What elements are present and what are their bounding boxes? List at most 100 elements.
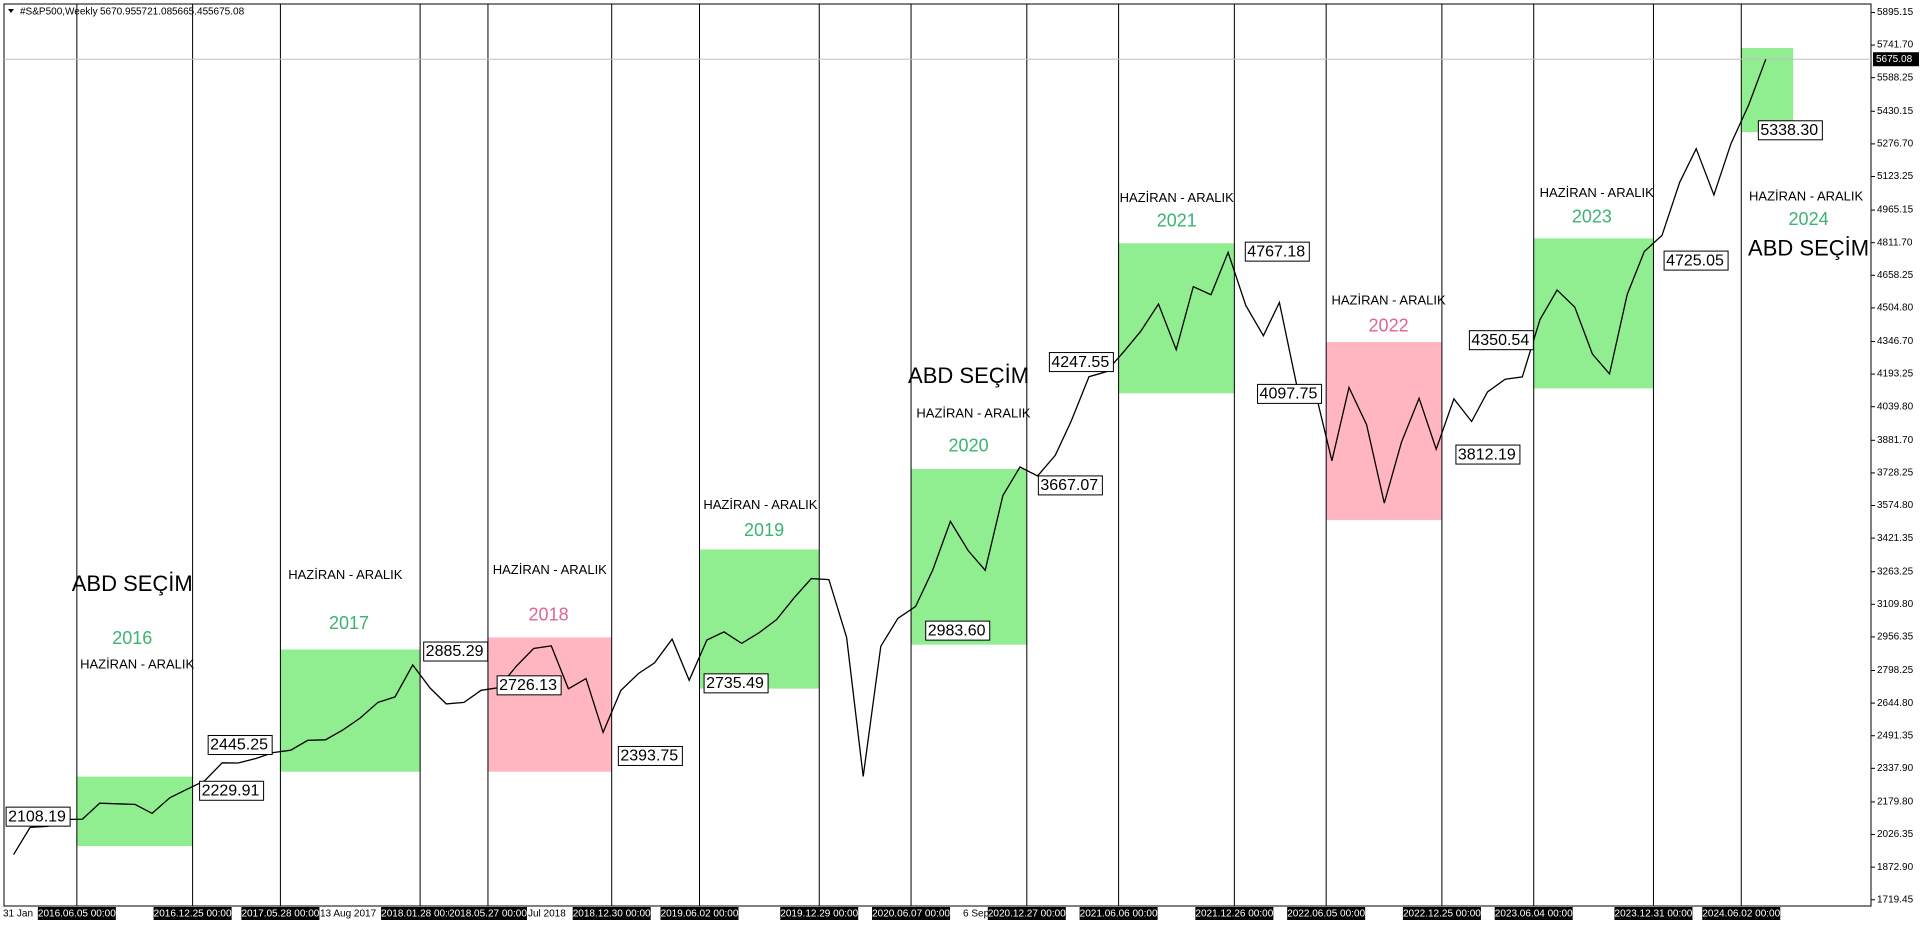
price-label: 2229.91 (202, 782, 260, 799)
current-price-label: 5675.08 (1876, 54, 1913, 65)
period-box (280, 649, 421, 772)
price-label-box (1757, 120, 1823, 141)
x-tick-label: 13 Aug 2017 (320, 909, 377, 920)
price-label: 4097.75 (1260, 386, 1318, 403)
y-tick-label: 5276.70 (1877, 139, 1914, 150)
price-label-box (1257, 383, 1323, 404)
y-tick-label: 4658.25 (1877, 270, 1914, 281)
separator-label-bg (987, 907, 1066, 920)
price-label-box (1468, 330, 1534, 351)
separator-label: 2022.06.05 00:00 (1287, 909, 1365, 920)
y-tick-label: 2644.80 (1877, 698, 1914, 709)
price-label-box (207, 735, 273, 756)
collapse-icon[interactable] (8, 9, 14, 13)
symbol: #S&P500,Weekly (20, 7, 98, 18)
price-label-box (1663, 250, 1729, 271)
separator-label-bg (1614, 907, 1693, 920)
y-tick-label: 3728.25 (1877, 468, 1914, 479)
period-label: HAZİRAN - ARALIK (916, 405, 1030, 420)
price-label-box (925, 620, 991, 641)
separator-label-bg (1402, 907, 1481, 920)
y-tick-label: 3421.35 (1877, 533, 1914, 544)
year-label: 2022 (1369, 316, 1409, 336)
y-tick-label: 5123.25 (1877, 171, 1914, 182)
y-tick-label: 4193.25 (1877, 369, 1914, 380)
price-label: 2983.60 (928, 622, 986, 639)
separator-label: 2020.06.07 00:00 (872, 909, 950, 920)
separator-label-bg (660, 907, 739, 920)
separator-label: 2024.06.02 00:00 (1702, 909, 1780, 920)
separator-label-bg (1287, 907, 1366, 920)
y-tick-label: 2956.35 (1877, 632, 1914, 643)
separator-label: 2017.05.28 00:00 (241, 909, 319, 920)
price-label-box (1244, 241, 1310, 262)
separator-label-bg (37, 907, 116, 920)
current-price-bg (1873, 52, 1919, 67)
price-label-box (1048, 352, 1114, 373)
y-tick-label: 4346.70 (1877, 336, 1914, 347)
period-label: HAZİRAN - ARALIK (288, 567, 402, 582)
price-label: 2726.13 (499, 677, 557, 694)
price-label: 2735.49 (706, 675, 764, 692)
separator-label: 2018.12.30 00:00 (573, 909, 651, 920)
y-tick-label: 4811.70 (1877, 237, 1913, 248)
period-box (911, 468, 1027, 645)
period-label: HAZİRAN - ARALIK (493, 562, 607, 577)
election-label: ABD SEÇİM (72, 571, 193, 596)
separator-label: 2016.12.25 00:00 (154, 909, 232, 920)
period-label: HAZİRAN - ARALIK (1540, 185, 1654, 200)
separator-label-bg (1195, 907, 1274, 920)
separator-label-bg (381, 907, 460, 920)
y-tick-label: 2026.35 (1877, 829, 1914, 840)
period-label: HAZİRAN - ARALIK (80, 656, 194, 671)
separator-label-bg (241, 907, 320, 920)
ohlc-low: 5665.45 (172, 7, 209, 18)
period-label: HAZİRAN - ARALIK (703, 497, 817, 512)
separator-label-bg (1494, 907, 1573, 920)
x-tick-label: 6 Sep (963, 909, 990, 920)
ohlc-high: 5721.08 (136, 7, 173, 18)
separator-label: 2022.12.25 00:00 (1403, 909, 1481, 920)
separator-label: 2018.01.28 00:00 (381, 909, 459, 920)
price-label: 2445.25 (210, 737, 268, 754)
price-label-box (617, 745, 683, 766)
year-label: 2018 (529, 605, 569, 625)
price-label: 4247.55 (1051, 354, 1109, 371)
y-tick-label: 2798.25 (1877, 665, 1914, 676)
separator-label: 2023.06.04 00:00 (1495, 909, 1573, 920)
separator-label: 2019.12.29 00:00 (780, 909, 858, 920)
price-label-box (1455, 444, 1521, 465)
price-label: 2393.75 (620, 748, 678, 765)
period-label: HAZİRAN - ARALIK (1749, 189, 1863, 204)
separator-label-bg (572, 907, 651, 920)
y-tick-label: 4504.80 (1877, 303, 1914, 314)
y-tick-label: 5895.15 (1877, 7, 1914, 18)
price-label: 4725.05 (1666, 252, 1724, 269)
y-tick-label: 2179.80 (1877, 797, 1914, 808)
price-label: 3667.07 (1040, 477, 1098, 494)
period-box (1326, 342, 1442, 521)
year-label: 2021 (1157, 210, 1197, 230)
separator-label: 2016.06.05 00:00 (38, 909, 116, 920)
separator-label: 2020.12.27 00:00 (988, 909, 1066, 920)
y-tick-label: 3263.25 (1877, 566, 1914, 577)
separator-label-bg (1702, 907, 1781, 920)
price-label-box (423, 641, 489, 662)
year-label: 2024 (1789, 209, 1829, 229)
price-label-box (496, 675, 562, 696)
price-label: 2885.29 (426, 643, 484, 660)
separator-label-bg (448, 907, 527, 920)
year-label: 2023 (1572, 207, 1612, 227)
period-box (1533, 238, 1654, 389)
separator-label-bg (1079, 907, 1158, 920)
ohlc-close: 5675.08 (208, 7, 245, 18)
price-label: 5338.30 (1760, 122, 1818, 139)
separator-label: 2021.06.06 00:00 (1080, 909, 1158, 920)
separator-label: 2021.12.26 00:00 (1195, 909, 1273, 920)
y-tick-label: 2491.35 (1877, 730, 1914, 741)
year-label: 2016 (112, 628, 152, 648)
period-box (699, 549, 820, 689)
year-label: 2020 (949, 436, 989, 456)
